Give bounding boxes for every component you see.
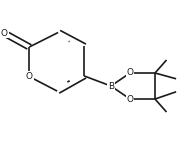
Text: O: O: [1, 29, 8, 38]
Text: B: B: [108, 81, 114, 91]
Text: O: O: [26, 72, 33, 81]
Text: O: O: [127, 68, 133, 78]
Text: O: O: [127, 94, 133, 104]
